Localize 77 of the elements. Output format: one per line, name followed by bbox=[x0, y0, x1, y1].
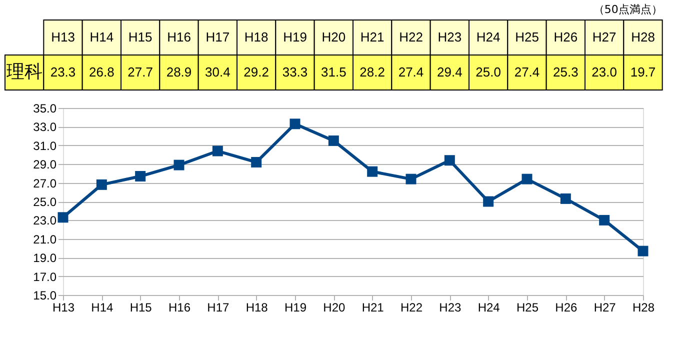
data-label: 33.3 bbox=[282, 64, 308, 80]
point bbox=[328, 135, 339, 146]
data-label: 30.4 bbox=[205, 64, 230, 80]
x-tick-label: H20 bbox=[323, 300, 346, 314]
point bbox=[251, 156, 262, 168]
data-label: 23.0 bbox=[592, 64, 617, 80]
point bbox=[58, 212, 68, 223]
y-tick-label: 15.0 bbox=[33, 288, 57, 302]
data-label: 27.4 bbox=[514, 64, 540, 80]
category-label: H23 bbox=[438, 30, 462, 44]
category-label: H19 bbox=[283, 30, 307, 44]
data-label: 23.3 bbox=[50, 64, 76, 80]
category-label: H20 bbox=[322, 30, 346, 44]
data-label: 27.7 bbox=[128, 64, 153, 80]
x-tick-label: H28 bbox=[632, 300, 655, 314]
y-tick-label: 17.0 bbox=[33, 270, 57, 284]
point bbox=[367, 166, 378, 177]
y-tick-label: 31.0 bbox=[33, 138, 57, 153]
point bbox=[96, 179, 107, 190]
x-tick-label: H23 bbox=[439, 300, 462, 314]
category-label: H22 bbox=[399, 30, 423, 44]
x-tick-label: H16 bbox=[168, 300, 191, 314]
data-label: 29.4 bbox=[437, 64, 462, 80]
data-label: 28.9 bbox=[166, 64, 192, 80]
x-tick-label: H22 bbox=[400, 300, 423, 314]
point bbox=[290, 118, 300, 130]
point bbox=[483, 196, 494, 207]
x-tick-label: H13 bbox=[52, 300, 75, 314]
data-label: 31.5 bbox=[321, 64, 346, 80]
y-tick-label: 33.0 bbox=[33, 120, 57, 134]
category-label: H14 bbox=[90, 30, 114, 44]
y-tick-label: 19.0 bbox=[33, 251, 57, 266]
y-tick-label: 23.0 bbox=[33, 214, 57, 228]
text: 理科 bbox=[6, 62, 42, 82]
point bbox=[212, 146, 223, 156]
point bbox=[135, 171, 146, 182]
x-tick-label: H19 bbox=[284, 300, 307, 314]
y-tick-label: 27.0 bbox=[33, 176, 57, 190]
data-label: 19.7 bbox=[630, 64, 656, 80]
point bbox=[638, 246, 648, 256]
category-label: H27 bbox=[592, 30, 616, 44]
x-tick-label: H24 bbox=[478, 300, 500, 314]
x-tick-label: H17 bbox=[207, 300, 230, 314]
data-label: 26.8 bbox=[89, 64, 114, 80]
point bbox=[174, 160, 184, 170]
x-tick-label: H27 bbox=[594, 300, 616, 314]
text: （50点満点） bbox=[593, 3, 662, 16]
data-label: 25.0 bbox=[476, 64, 501, 80]
point bbox=[599, 214, 610, 226]
y-tick-label: 25.0 bbox=[33, 195, 57, 209]
x-tick-label: H26 bbox=[555, 300, 578, 314]
data-label: 29.2 bbox=[244, 64, 269, 80]
y-tick-label: 35.0 bbox=[33, 102, 57, 116]
category-label: H13 bbox=[51, 30, 75, 44]
x-tick-label: H21 bbox=[362, 300, 384, 314]
y-tick-label: 29.0 bbox=[33, 158, 57, 172]
data-label: 27.4 bbox=[398, 64, 424, 80]
category-label: H15 bbox=[128, 30, 152, 44]
x-tick-label: H18 bbox=[246, 300, 268, 314]
y-tick-label: 21.0 bbox=[33, 232, 57, 246]
category-label: H25 bbox=[515, 30, 539, 44]
data-label: 28.2 bbox=[360, 64, 385, 80]
category-label: H16 bbox=[167, 30, 191, 44]
category-label: H24 bbox=[476, 30, 500, 44]
x-tick-label: H14 bbox=[91, 300, 114, 314]
category-label: H18 bbox=[244, 30, 268, 44]
point bbox=[560, 193, 571, 204]
point bbox=[522, 174, 532, 184]
data-label: 25.3 bbox=[553, 64, 578, 80]
category-label: H26 bbox=[554, 30, 578, 44]
x-tick-label: H25 bbox=[516, 300, 539, 314]
point bbox=[444, 155, 455, 166]
point bbox=[406, 174, 416, 184]
x-tick-label: H15 bbox=[130, 300, 152, 314]
category-label: H28 bbox=[631, 30, 655, 44]
category-label: H17 bbox=[206, 30, 230, 44]
category-label: H21 bbox=[360, 30, 384, 44]
